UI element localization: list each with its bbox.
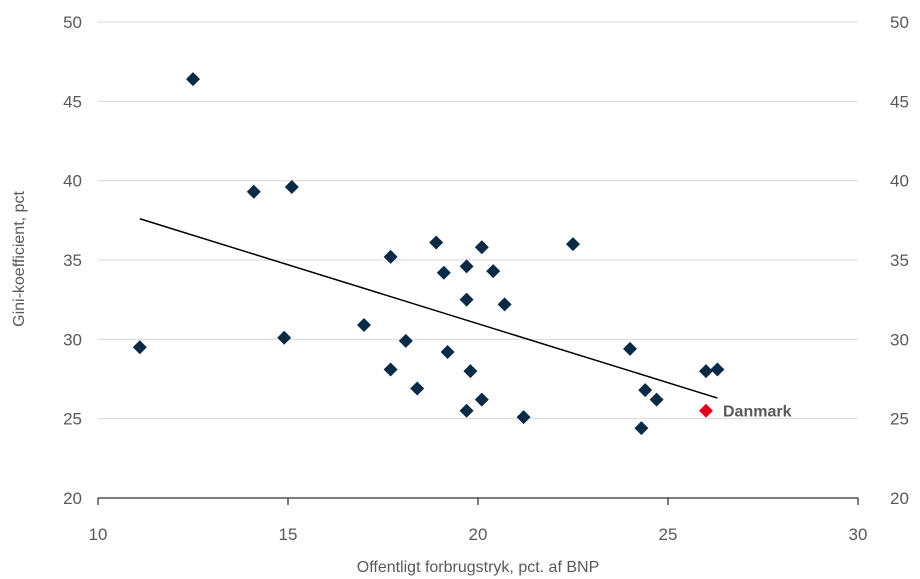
data-point <box>638 383 653 398</box>
y-tick-label-left: 20 <box>63 489 82 508</box>
data-point <box>383 249 398 264</box>
data-point <box>463 364 478 379</box>
axis-layer <box>97 497 859 505</box>
data-point <box>186 72 200 87</box>
trend-layer <box>139 218 718 399</box>
y-tick-label-left: 50 <box>63 13 82 32</box>
data-point <box>132 340 147 355</box>
y-tick-label-left: 25 <box>63 410 82 429</box>
y-tick-label-right: 40 <box>890 172 909 191</box>
data-point <box>459 292 474 307</box>
point-layer <box>132 72 725 436</box>
x-tick-label: 15 <box>279 525 298 544</box>
data-point <box>398 333 413 348</box>
x-tick-label: 10 <box>89 525 108 544</box>
data-point <box>357 318 371 333</box>
y-tick-label-right: 20 <box>890 489 909 508</box>
data-point <box>459 259 474 274</box>
data-point <box>623 341 637 356</box>
y-tick-label-left: 30 <box>63 330 82 349</box>
data-point <box>440 345 455 360</box>
data-point <box>566 237 580 252</box>
x-tick-label: 30 <box>849 525 868 544</box>
y-tick-label-right: 30 <box>890 330 909 349</box>
data-point <box>634 421 649 436</box>
grid-layer <box>98 21 858 420</box>
data-point <box>284 180 299 195</box>
data-point <box>277 330 292 345</box>
y-tick-label-right: 45 <box>890 92 909 111</box>
y-tick-label-left: 35 <box>63 251 82 270</box>
label-layer: Gini-koefficient, pct Offentligt forbrug… <box>11 13 909 576</box>
trendline <box>139 218 718 399</box>
data-point <box>699 364 713 379</box>
data-point <box>436 265 451 280</box>
data-point <box>474 392 489 407</box>
y-axis-title: Gini-koefficient, pct <box>11 191 28 327</box>
data-point <box>497 297 512 312</box>
x-axis-title: Offentligt forbrugstryk, pct. af BNP <box>357 559 599 576</box>
y-tick-label-right: 50 <box>890 13 909 32</box>
data-point <box>649 392 664 407</box>
y-tick-label-right: 25 <box>890 410 909 429</box>
x-tick-label: 20 <box>469 525 488 544</box>
data-point <box>429 235 444 250</box>
data-point <box>246 184 261 199</box>
x-tick-label: 25 <box>659 525 678 544</box>
y-tick-label-left: 40 <box>63 172 82 191</box>
data-point <box>410 381 425 396</box>
y-tick-label-right: 35 <box>890 251 909 270</box>
annotation-danmark: Danmark <box>723 404 792 421</box>
data-point-danmark <box>699 403 713 418</box>
data-point <box>516 410 531 425</box>
data-point <box>459 403 474 418</box>
data-point <box>474 240 489 255</box>
data-point <box>486 264 501 279</box>
data-point <box>710 362 725 377</box>
y-tick-label-left: 45 <box>63 92 82 111</box>
data-point <box>383 362 398 377</box>
